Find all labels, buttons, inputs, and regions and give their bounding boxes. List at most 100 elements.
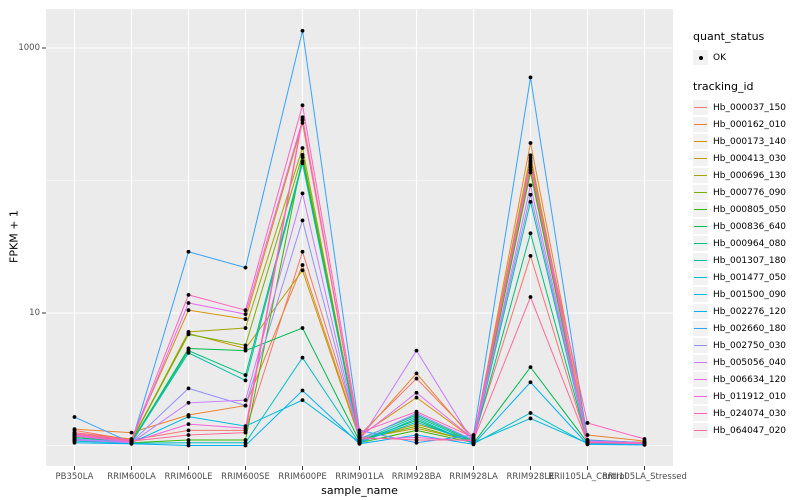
data-point (528, 165, 533, 170)
legend-item-label: Hb_002276_120 (713, 306, 787, 317)
data-point (414, 395, 419, 400)
data-point (186, 400, 191, 405)
legend-key-point (693, 50, 708, 65)
legend-item-Hb_000964_080: Hb_000964_080 (693, 235, 799, 252)
data-point (243, 348, 248, 353)
data-point (300, 355, 305, 360)
data-point (528, 253, 533, 258)
legend-item-Hb_001477_050: Hb_001477_050 (693, 269, 799, 286)
series-color-line-icon (694, 328, 707, 330)
x-tick-label: RRIM600LA (107, 472, 156, 482)
legend-item-Hb_000776_090: Hb_000776_090 (693, 184, 799, 201)
legend-key-swatch (693, 219, 708, 234)
series-color-line-icon (694, 124, 707, 126)
data-point (414, 424, 419, 429)
series-color-line-icon (694, 226, 707, 228)
data-point (186, 443, 191, 448)
legend-key-swatch (693, 253, 708, 268)
series-color-line-icon (694, 175, 707, 177)
data-point (528, 192, 533, 197)
data-point (186, 386, 191, 391)
legend-key-swatch (693, 100, 708, 115)
y-tick-label: 10 (29, 308, 40, 318)
data-point (528, 141, 533, 145)
legend: quant_status OK tracking_id Hb_000037_15… (693, 30, 799, 439)
data-point (72, 438, 77, 442)
x-tick-label: RRIM901LA (335, 472, 384, 482)
legend-item-label: Hb_064047_020 (713, 425, 787, 436)
legend-key-swatch (693, 185, 708, 200)
legend-item-label: Hb_000696_130 (713, 170, 787, 181)
data-point (528, 183, 533, 188)
data-point (300, 121, 305, 125)
data-point (528, 199, 533, 204)
y-axis-title: FPKM + 1 (7, 209, 21, 263)
legend-key-swatch (693, 151, 708, 166)
legend-item-label: Hb_000805_050 (713, 204, 787, 215)
data-point (585, 433, 590, 437)
legend-key-swatch (693, 423, 708, 438)
series-color-line-icon (694, 413, 707, 415)
data-point (471, 438, 476, 442)
x-tick-label: PB350LA (55, 472, 94, 482)
legend-item-label: Hb_000776_090 (713, 187, 787, 198)
data-point (243, 317, 248, 321)
data-point (642, 437, 647, 441)
data-point (243, 430, 248, 435)
data-point (528, 411, 533, 415)
data-point (72, 432, 77, 436)
data-point (414, 371, 419, 376)
series-color-line-icon (694, 311, 707, 313)
series-color-line-icon (694, 379, 707, 381)
legend-item-Hb_000173_140: Hb_000173_140 (693, 133, 799, 150)
legend-item-Hb_001500_090: Hb_001500_090 (693, 286, 799, 303)
data-point (300, 268, 305, 273)
series-color-line-icon (694, 107, 707, 109)
legend-key-swatch (693, 270, 708, 285)
data-point (300, 326, 305, 330)
legend-title-tracking-id: tracking_id (693, 80, 754, 93)
data-point (300, 161, 305, 166)
data-point (186, 433, 191, 437)
data-point (72, 440, 77, 445)
data-point (129, 430, 134, 435)
data-point (243, 378, 248, 383)
legend-item-Hb_064047_020: Hb_064047_020 (693, 422, 799, 439)
series-color-line-icon (694, 243, 707, 245)
x-tick-label: RRII105LA_Control (548, 472, 627, 482)
data-point (300, 191, 305, 196)
data-point (186, 292, 191, 297)
legend-key-swatch (693, 287, 708, 302)
data-point (300, 155, 305, 160)
data-point (186, 332, 191, 337)
series-color-line-icon (694, 209, 707, 211)
data-point (186, 308, 191, 313)
data-point (414, 376, 419, 381)
data-point (300, 388, 305, 393)
data-point (357, 441, 362, 446)
data-point (414, 409, 419, 414)
legend-key-swatch (693, 406, 708, 421)
data-point (357, 430, 362, 435)
data-point (528, 75, 533, 80)
data-point (186, 428, 191, 433)
data-point (300, 218, 305, 223)
data-point (414, 440, 419, 445)
data-point (642, 441, 647, 446)
data-point (186, 422, 191, 427)
legend-item-ok: OK (693, 49, 799, 66)
data-point (243, 398, 248, 403)
legend-item-label: Hb_001477_050 (713, 272, 787, 283)
series-color-line-icon (694, 141, 707, 143)
legend-item-label: Hb_000413_030 (713, 153, 787, 164)
data-point (72, 415, 77, 419)
data-point (243, 403, 248, 408)
data-point (414, 428, 419, 433)
x-tick-label: RRIM600LE (164, 472, 213, 482)
data-point (300, 103, 305, 108)
legend-item-Hb_000805_050: Hb_000805_050 (693, 201, 799, 218)
legend-key-swatch (693, 168, 708, 183)
legend-key-swatch (693, 321, 708, 336)
